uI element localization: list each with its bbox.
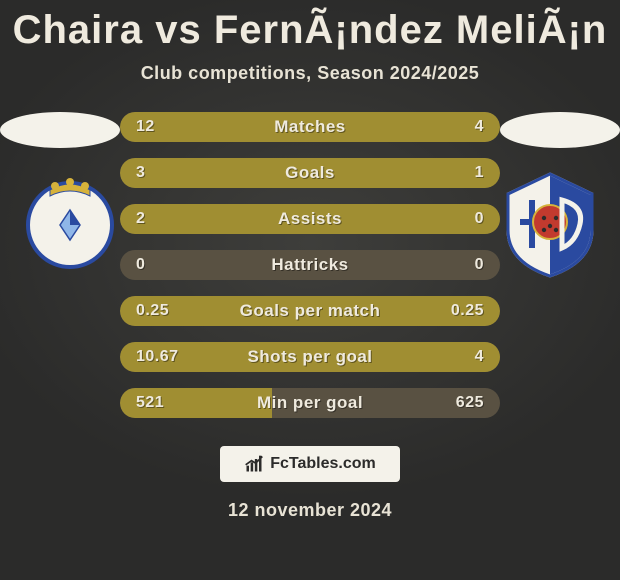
stat-left-value: 0 (136, 256, 145, 274)
stat-right-value: 4 (475, 118, 484, 136)
club-crest-right (500, 170, 600, 280)
crest-left-svg (20, 170, 120, 270)
brand-text: FcTables.com (270, 455, 376, 473)
stat-bars: 12 4 Matches 3 1 Goals 2 0 Assists 0 0 Hattricks 0.2… (120, 112, 500, 418)
crest-right-svg (500, 170, 600, 280)
stat-label: Hattricks (271, 255, 348, 275)
content: Chaira vs FernÃ¡ndez MeliÃ¡n Club compet… (0, 0, 620, 580)
stat-bar: 3 1 Goals (120, 158, 500, 188)
stat-left-value: 0.25 (136, 302, 169, 320)
page-title: Chaira vs FernÃ¡ndez MeliÃ¡n (0, 0, 620, 53)
stat-left-value: 10.67 (136, 348, 179, 366)
stat-right-value: 625 (456, 394, 484, 412)
comparison-stage: 12 4 Matches 3 1 Goals 2 0 Assists 0 0 Hattricks 0.2… (0, 112, 620, 418)
stat-right-value: 4 (475, 348, 484, 366)
date-text: 12 november 2024 (0, 500, 620, 521)
stat-bar-fill-right (405, 158, 500, 188)
stat-bar: 521 625 Min per goal (120, 388, 500, 418)
stat-right-value: 0.25 (451, 302, 484, 320)
stat-bar: 0 0 Hattricks (120, 250, 500, 280)
stat-right-value: 0 (475, 210, 484, 228)
stat-left-value: 12 (136, 118, 155, 136)
stat-label: Shots per goal (247, 347, 372, 367)
page-subtitle: Club competitions, Season 2024/2025 (0, 63, 620, 84)
stat-bar: 2 0 Assists (120, 204, 500, 234)
player-avatar-right (500, 112, 620, 148)
stat-label: Assists (278, 209, 342, 229)
stat-label: Min per goal (257, 393, 363, 413)
stat-bar: 12 4 Matches (120, 112, 500, 142)
stat-left-value: 2 (136, 210, 145, 228)
stat-bar-fill-right (405, 112, 500, 142)
stat-label: Matches (274, 117, 346, 137)
stat-bar-fill-left (120, 112, 405, 142)
stat-right-value: 1 (475, 164, 484, 182)
brand-chart-icon (244, 454, 264, 474)
player-avatar-left (0, 112, 120, 148)
brand-badge: FcTables.com (220, 446, 400, 482)
stat-label: Goals (285, 163, 335, 183)
stat-right-value: 0 (475, 256, 484, 274)
club-crest-left (20, 170, 120, 270)
stat-label: Goals per match (240, 301, 381, 321)
stat-bar: 0.25 0.25 Goals per match (120, 296, 500, 326)
stat-bar-fill-left (120, 158, 405, 188)
stat-bar: 10.67 4 Shots per goal (120, 342, 500, 372)
stat-left-value: 521 (136, 394, 164, 412)
stat-left-value: 3 (136, 164, 145, 182)
